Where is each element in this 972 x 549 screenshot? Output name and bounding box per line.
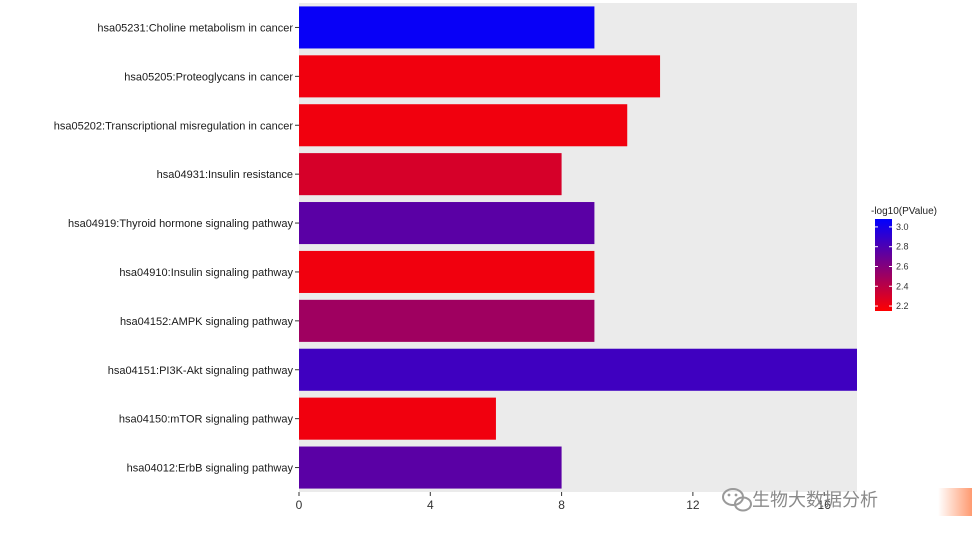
x-tick-label: 12 <box>686 498 700 512</box>
legend-tick-label: 2.8 <box>896 242 909 252</box>
watermark-accent <box>938 488 972 516</box>
bar-group <box>299 6 857 489</box>
category-label: hsa04012:ErbB signaling pathway <box>127 463 294 475</box>
bar <box>299 55 661 98</box>
bar <box>299 104 628 147</box>
legend-tick-label: 2.6 <box>896 261 909 271</box>
x-tick-label: 0 <box>296 498 303 512</box>
watermark-text: 生物大数据分析 <box>752 490 878 511</box>
category-labels: hsa05231:Choline metabolism in cancer hsa… <box>54 22 299 475</box>
legend-tick-label: 3.0 <box>896 222 909 232</box>
category-label: hsa05202:Transcriptional misregulation i… <box>54 120 294 132</box>
legend-title: -log10(PValue) <box>871 206 937 217</box>
legend-colorbar <box>875 219 892 311</box>
watermark: 生物大数据分析 <box>722 488 878 512</box>
category-label: hsa04919:Thyroid hormone signaling pathw… <box>68 218 294 230</box>
legend-tick-label: 2.4 <box>896 281 909 291</box>
bar <box>299 348 857 391</box>
bar <box>299 202 595 245</box>
bar <box>299 299 595 342</box>
x-tick-label: 8 <box>558 498 565 512</box>
wechat-icon <box>722 488 752 512</box>
color-legend: -log10(PValue) 3.0 2.8 2.6 2.4 2.2 <box>871 206 937 311</box>
category-label: hsa05205:Proteoglycans in cancer <box>124 71 293 83</box>
x-tick-label: 4 <box>427 498 434 512</box>
category-label: hsa04151:PI3K-Akt signaling pathway <box>108 365 294 377</box>
category-label: hsa05231:Choline metabolism in cancer <box>97 22 293 34</box>
category-label: hsa04931:Insulin resistance <box>157 169 293 181</box>
legend-ticks: 3.0 2.8 2.6 2.4 2.2 <box>875 222 909 311</box>
bar <box>299 250 595 293</box>
category-label: hsa04152:AMPK signaling pathway <box>120 316 294 328</box>
bar <box>299 153 562 196</box>
category-label: hsa04150:mTOR signaling pathway <box>119 414 294 426</box>
bar <box>299 446 562 489</box>
legend-tick-label: 2.2 <box>896 301 909 311</box>
x-tick-label: 16 <box>817 498 831 512</box>
x-axis: 0 4 8 12 16 <box>296 492 831 512</box>
bar <box>299 6 595 49</box>
bar <box>299 397 496 440</box>
category-label: hsa04910:Insulin signaling pathway <box>119 267 293 279</box>
